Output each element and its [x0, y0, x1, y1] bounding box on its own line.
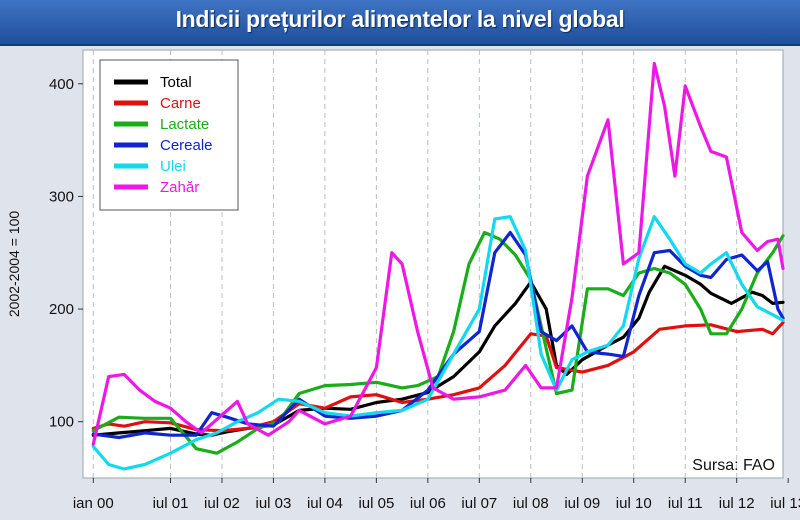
x-tick-label-10: iul 10	[616, 495, 652, 512]
x-tick-label-4: iul 04	[307, 495, 343, 512]
legend-label-2: Lactate	[160, 116, 209, 133]
x-tick-label-11: iul 11	[668, 495, 703, 512]
axes: ian 00 iul 01 iul 02 iul 03 iul 04 iul 05 iul …	[49, 76, 800, 512]
legend-label-5: Zahăr	[160, 179, 199, 196]
legend-label-1: Carne	[160, 95, 201, 112]
legend-label-0: Total	[160, 74, 192, 91]
x-tick-label-3: iul 03	[256, 495, 292, 512]
x-tick-label-9: iul 09	[564, 495, 600, 512]
series-line-3	[91, 230, 785, 440]
legend-label-3: Cereale	[160, 137, 213, 154]
series-line-2	[91, 230, 785, 455]
x-tick-label-8: iul 08	[513, 495, 549, 512]
y-tick-label-3: 400	[49, 76, 74, 93]
y-tick-label-2: 300	[49, 188, 74, 205]
x-tick-label-5: iul 05	[358, 495, 394, 512]
x-tick-label-2: iul 02	[204, 495, 240, 512]
y-tick-label-0: 100	[49, 414, 74, 431]
x-tick-label-6: iul 06	[410, 495, 446, 512]
legend: Total Carne Lactate Cereale Ulei Zahăr	[99, 59, 239, 211]
title-bar: Indicii prețurilor alimentelor la nivel …	[0, 0, 800, 46]
x-tick-label-7: iul 07	[461, 495, 497, 512]
series-line-4	[91, 215, 785, 471]
source-label: Sursa: FAO	[692, 457, 775, 474]
chart-title: Indicii prețurilor alimentelor la nivel …	[175, 6, 625, 32]
legend-label-4: Ulei	[160, 158, 186, 175]
series-line-5	[91, 61, 785, 446]
y-axis-label: 2002-2004 = 100	[6, 211, 22, 317]
x-tick-label-13: iul 13	[770, 495, 800, 512]
x-tick-label-1: iul 01	[153, 495, 189, 512]
x-tick-label-0: ian 00	[73, 495, 114, 512]
series-lines	[91, 61, 785, 471]
y-tick-label-1: 200	[49, 301, 74, 318]
x-tick-label-12: iul 12	[719, 495, 755, 512]
